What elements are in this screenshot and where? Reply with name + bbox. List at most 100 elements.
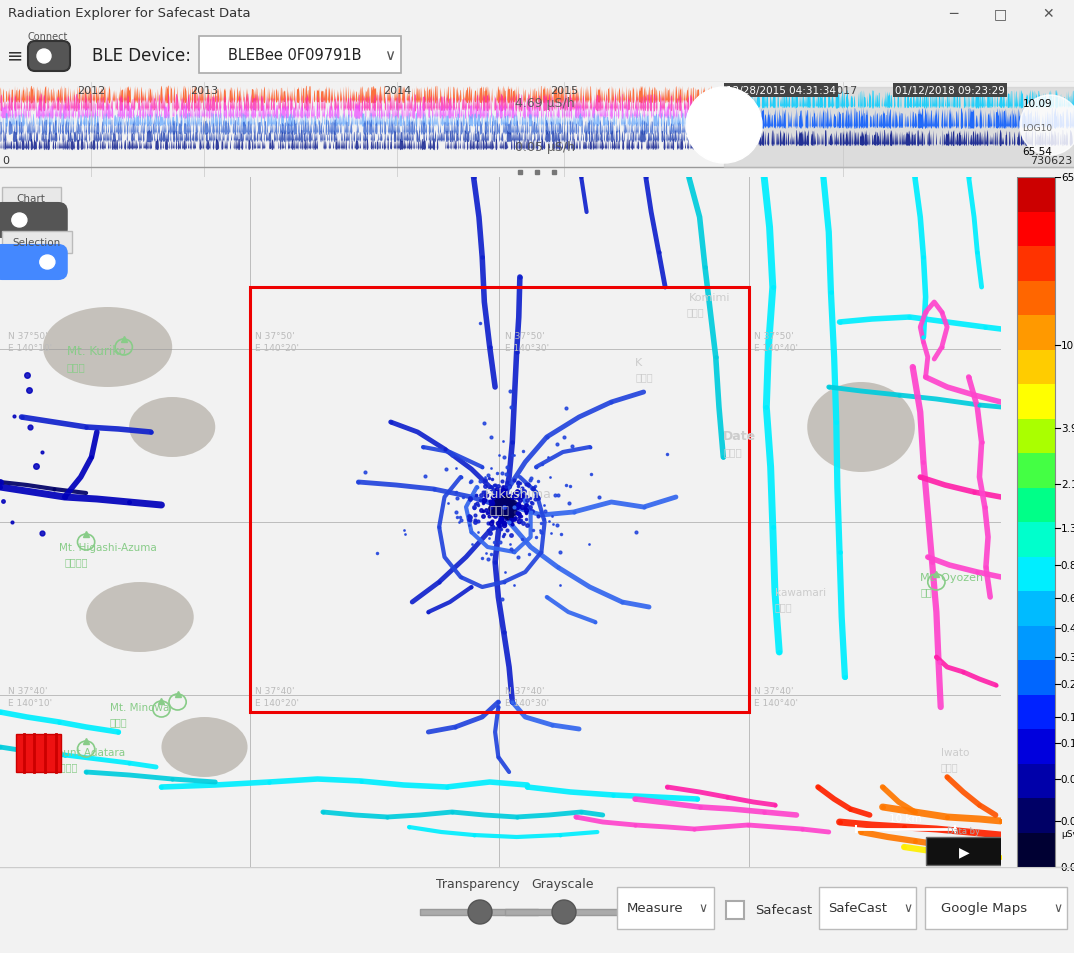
- Point: [930, 655, 947, 670]
- Point: [438, 780, 455, 795]
- Point: [142, 425, 159, 440]
- Text: 2017: 2017: [829, 86, 857, 96]
- Text: 2014: 2014: [383, 86, 411, 96]
- Point: [500, 515, 518, 530]
- Text: N 37°40': N 37°40': [8, 686, 47, 696]
- Bar: [1017, 556, 1055, 592]
- Point: [767, 798, 784, 813]
- Text: 65.54: 65.54: [1022, 147, 1053, 157]
- Text: 0.87: 0.87: [1061, 560, 1074, 570]
- Point: [756, 804, 773, 820]
- Point: [465, 827, 482, 842]
- Point: [906, 834, 924, 849]
- Point: [917, 370, 934, 385]
- Circle shape: [1020, 96, 1074, 156]
- Point: [626, 818, 643, 833]
- Text: E 140°30': E 140°30': [505, 699, 549, 707]
- Point: [896, 840, 913, 855]
- Text: 夢の町: 夢の町: [635, 372, 653, 381]
- Point: [771, 644, 788, 659]
- Point: [487, 555, 504, 570]
- Point: [506, 499, 523, 515]
- Point: [874, 780, 891, 795]
- Ellipse shape: [86, 582, 193, 652]
- Point: [56, 490, 73, 505]
- Text: N 37°50': N 37°50': [8, 332, 47, 340]
- Point: [915, 250, 932, 265]
- Point: [917, 370, 934, 385]
- Ellipse shape: [808, 382, 915, 473]
- Ellipse shape: [129, 397, 215, 457]
- Text: K: K: [635, 357, 642, 368]
- Text: E 140°20': E 140°20': [256, 344, 299, 353]
- Point: [77, 764, 95, 780]
- Point: [352, 774, 369, 789]
- Bar: [1017, 211, 1055, 247]
- Point: [163, 772, 180, 787]
- Bar: [1017, 487, 1055, 522]
- Text: ∨: ∨: [384, 48, 395, 63]
- Point: [572, 804, 590, 820]
- Text: 0.08: 0.08: [1061, 774, 1074, 784]
- Point: [463, 525, 480, 540]
- Point: [567, 809, 584, 824]
- Text: Ma
丸: Ma 丸: [1020, 206, 1035, 228]
- Text: Mt. Minowa: Mt. Minowa: [110, 702, 170, 712]
- Point: [955, 664, 972, 679]
- Bar: [726, 901, 744, 919]
- Point: [890, 388, 908, 403]
- Text: Chart: Chart: [17, 193, 46, 204]
- Text: E 140°10': E 140°10': [8, 344, 52, 353]
- Text: SafeCast: SafeCast: [828, 902, 887, 915]
- Bar: [1017, 831, 1055, 867]
- Point: [0, 704, 9, 720]
- Text: 65.54: 65.54: [1061, 172, 1074, 183]
- Text: Date: Date: [723, 430, 756, 442]
- Bar: [505, 909, 623, 915]
- Point: [495, 499, 512, 515]
- Point: [120, 495, 137, 510]
- Point: [425, 482, 442, 497]
- Point: [511, 270, 528, 285]
- Point: [565, 505, 582, 520]
- Bar: [1017, 383, 1055, 419]
- Point: [794, 821, 811, 837]
- Point: [874, 800, 891, 815]
- Point: [420, 605, 437, 620]
- Point: [504, 695, 521, 710]
- Text: 川俣町: 川俣町: [775, 601, 793, 612]
- Point: [261, 775, 278, 790]
- Text: 岩房町: 岩房町: [941, 761, 958, 771]
- Point: [765, 519, 782, 535]
- Point: [904, 360, 921, 375]
- Bar: [249, 288, 749, 712]
- Point: [484, 519, 502, 535]
- Text: 伊達市: 伊達市: [723, 447, 742, 456]
- Text: 0.23: 0.23: [1061, 679, 1074, 689]
- Point: [586, 615, 604, 630]
- Point: [966, 388, 983, 403]
- Point: [508, 345, 525, 360]
- Text: Grayscale: Grayscale: [531, 877, 593, 890]
- Point: [658, 780, 676, 795]
- Text: 2015: 2015: [550, 86, 578, 96]
- Point: [915, 330, 932, 345]
- FancyBboxPatch shape: [0, 246, 67, 280]
- Text: E 140°30': E 140°30': [505, 344, 549, 353]
- Text: 3.99: 3.99: [1061, 424, 1074, 434]
- Text: Mount Adatara: Mount Adatara: [48, 747, 126, 758]
- Point: [976, 320, 993, 335]
- Text: 栗子山: 栗子山: [67, 361, 86, 372]
- Point: [756, 171, 773, 186]
- Text: 2012: 2012: [77, 86, 105, 96]
- Text: 山見町: 山見町: [686, 307, 705, 316]
- Bar: [1017, 762, 1055, 799]
- FancyBboxPatch shape: [925, 887, 1066, 929]
- Text: N 37°40': N 37°40': [505, 686, 545, 696]
- Point: [533, 545, 550, 560]
- Text: 1.31: 1.31: [1061, 523, 1074, 534]
- Text: BLEBee 0F09791B: BLEBee 0F09791B: [229, 48, 362, 63]
- Text: E 140°40': E 140°40': [755, 344, 798, 353]
- Circle shape: [12, 213, 27, 228]
- Text: μSv/h: μSv/h: [1061, 829, 1074, 839]
